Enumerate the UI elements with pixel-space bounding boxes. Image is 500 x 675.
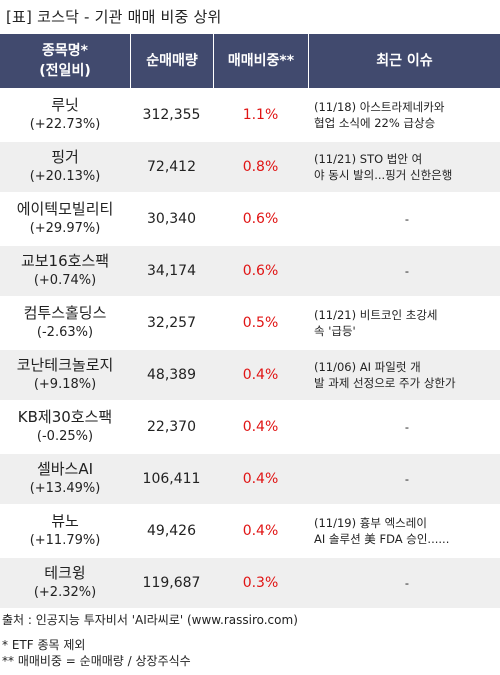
stock-change: (+9.18%) [33, 377, 97, 392]
trade-share: 0.5% [213, 296, 308, 348]
table-row: 셀바스AI (+13.49%) 106,411 0.4% - [0, 452, 500, 504]
stock-change: (+13.49%) [29, 481, 101, 496]
trade-share: 0.4% [213, 400, 308, 452]
header-name-line2: (전일비) [39, 63, 91, 79]
stock-name: 테크윙 [44, 564, 86, 582]
trade-share: 1.1% [213, 88, 308, 140]
issue-line: 속 '급등' [314, 324, 356, 338]
stock-name-cell: KB제30호스팩 (-0.25%) [0, 400, 130, 452]
net-volume: 48,389 [130, 348, 213, 400]
net-volume: 49,426 [130, 504, 213, 556]
trade-share: 0.4% [213, 504, 308, 556]
net-volume: 72,412 [130, 140, 213, 192]
issue-line: (11/06) AI 파일럿 개 [314, 360, 421, 374]
stock-change: (+29.97%) [29, 221, 101, 236]
header-issue: 최근 이슈 [308, 34, 500, 88]
stock-name-cell: 셀바스AI (+13.49%) [0, 452, 130, 504]
stock-name-cell: 코난테크놀로지 (+9.18%) [0, 348, 130, 400]
table-row: 테크윙 (+2.32%) 119,687 0.3% - [0, 556, 500, 608]
stock-name: 코난테크놀로지 [16, 356, 114, 374]
recent-issue: - [308, 452, 500, 504]
source-note: 출처 : 인공지능 투자비서 'AI라씨로' (www.rassiro.com) [2, 613, 298, 627]
table-header: 종목명* (전일비) 순매매량 매매비중** 최근 이슈 [0, 34, 500, 88]
recent-issue: (11/19) 흉부 엑스레이 AI 솔루션 美 FDA 승인...... [308, 504, 500, 556]
header-share: 매매비중** [213, 34, 308, 88]
stock-name: 교보16호스팩 [20, 252, 110, 270]
issue-line: 발 과제 선정으로 주가 상한가 [314, 376, 456, 390]
table-body: 루닛 (+22.73%) 312,355 1.1% (11/18) 아스트라제네카와 협업… [0, 88, 500, 608]
trade-share: 0.3% [213, 556, 308, 608]
table-row: 코난테크놀로지 (+9.18%) 48,389 0.4% (11/06) AI 파일럿 … [0, 348, 500, 400]
recent-issue: - [308, 556, 500, 608]
header-name-line1: 종목명* [42, 43, 88, 59]
table-row: 교보16호스팩 (+0.74%) 34,174 0.6% - [0, 244, 500, 296]
stock-name-cell: 컴투스홀딩스 (-2.63%) [0, 296, 130, 348]
ranking-table: 종목명* (전일비) 순매매량 매매비중** 최근 이슈 루닛 (+22.73%)… [0, 34, 500, 608]
issue-line: (11/19) 흉부 엑스레이 [314, 516, 427, 530]
stock-name-cell: 핑거 (+20.13%) [0, 140, 130, 192]
trade-share: 0.4% [213, 452, 308, 504]
stock-name-cell: 뷰노 (+11.79%) [0, 504, 130, 556]
stock-change: (+2.32%) [33, 585, 97, 600]
stock-name-cell: 테크윙 (+2.32%) [0, 556, 130, 608]
net-volume: 119,687 [130, 556, 213, 608]
stock-name: 셀바스AI [36, 460, 94, 478]
net-volume: 30,340 [130, 192, 213, 244]
recent-issue: - [308, 400, 500, 452]
stock-name-cell: 교보16호스팩 (+0.74%) [0, 244, 130, 296]
header-name: 종목명* (전일비) [0, 34, 130, 88]
issue-line: - [404, 212, 410, 226]
stock-name-cell: 루닛 (+22.73%) [0, 88, 130, 140]
footnote-share: ** 매매비중 = 순매매량 / 상장주식수 [2, 654, 191, 668]
issue-line: - [404, 472, 410, 486]
net-volume: 312,355 [130, 88, 213, 140]
stock-name-cell: 에이텍모빌리티 (+29.97%) [0, 192, 130, 244]
header-volume: 순매매량 [130, 34, 213, 88]
stock-name: 뷰노 [51, 512, 79, 530]
recent-issue: - [308, 192, 500, 244]
issue-line: 야 동시 발의...핑거 신한은행 [314, 168, 453, 182]
net-volume: 106,411 [130, 452, 213, 504]
stock-name: 에이텍모빌리티 [16, 200, 114, 218]
footnote-etf: * ETF 종목 제외 [2, 638, 86, 652]
stock-change: (+20.13%) [29, 169, 101, 184]
trade-share: 0.8% [213, 140, 308, 192]
trade-share: 0.6% [213, 244, 308, 296]
trade-share: 0.6% [213, 192, 308, 244]
recent-issue: - [308, 244, 500, 296]
stock-change: (+11.79%) [29, 533, 101, 548]
net-volume: 22,370 [130, 400, 213, 452]
table-row: 루닛 (+22.73%) 312,355 1.1% (11/18) 아스트라제네카와 협업… [0, 88, 500, 140]
stock-name: 컴투스홀딩스 [23, 304, 107, 322]
trade-share: 0.4% [213, 348, 308, 400]
issue-line: - [404, 264, 410, 278]
stock-change: (+22.73%) [29, 117, 101, 132]
stock-change: (-0.25%) [36, 429, 94, 444]
stock-name: 핑거 [51, 148, 79, 166]
table-row: 컴투스홀딩스 (-2.63%) 32,257 0.5% (11/21) 비트코인 초강세… [0, 296, 500, 348]
issue-line: (11/21) 비트코인 초강세 [314, 308, 438, 322]
net-volume: 34,174 [130, 244, 213, 296]
stock-name: 루닛 [51, 96, 79, 114]
net-volume: 32,257 [130, 296, 213, 348]
stock-change: (-2.63%) [36, 325, 94, 340]
table-row: KB제30호스팩 (-0.25%) 22,370 0.4% - [0, 400, 500, 452]
issue-line: 협업 소식에 22% 급상승 [314, 116, 436, 130]
issue-line: - [404, 420, 410, 434]
stock-name: KB제30호스팩 [17, 408, 113, 426]
issue-line: - [404, 576, 410, 590]
table-row: 뷰노 (+11.79%) 49,426 0.4% (11/19) 흉부 엑스레이 AI 솔… [0, 504, 500, 556]
issue-line: AI 솔루션 美 FDA 승인...... [314, 532, 450, 546]
issue-line: (11/21) STO 법안 여 [314, 152, 423, 166]
stock-change: (+0.74%) [33, 273, 97, 288]
table-title: [표] 코스닥 - 기관 매매 비중 상위 [6, 8, 222, 26]
table-row: 에이텍모빌리티 (+29.97%) 30,340 0.6% - [0, 192, 500, 244]
issue-line: (11/18) 아스트라제네카와 [314, 100, 445, 114]
